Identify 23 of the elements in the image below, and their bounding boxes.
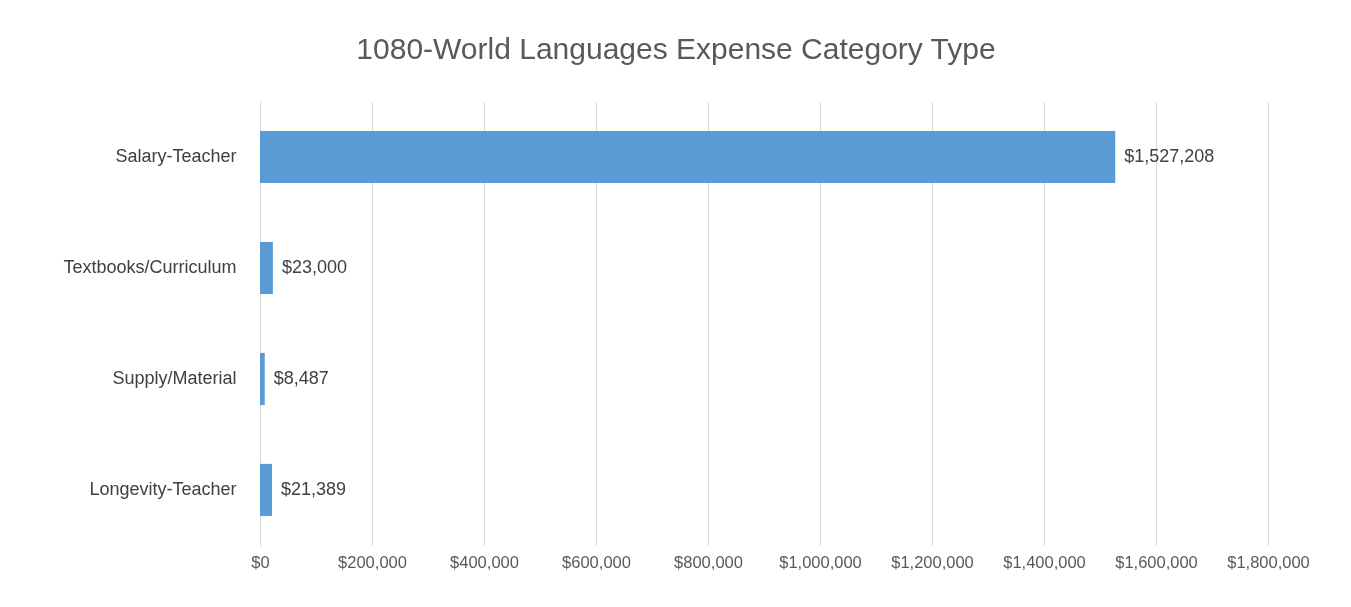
y-tick-label: Textbooks/Curriculum xyxy=(63,257,237,278)
x-tick-label: $400,000 xyxy=(450,552,519,571)
x-tick-label: $200,000 xyxy=(338,552,407,571)
x-tick-label: $600,000 xyxy=(562,552,631,571)
x-tick-label: $1,200,000 xyxy=(891,552,974,571)
x-tick-label: $1,400,000 xyxy=(1003,552,1086,571)
y-tick-label: Salary-Teacher xyxy=(115,146,237,167)
bar xyxy=(260,352,265,406)
x-tick-label: $1,000,000 xyxy=(779,552,862,571)
data-label: $1,527,208 xyxy=(1124,146,1215,167)
bar xyxy=(260,130,1116,184)
y-tick-label: Supply/Material xyxy=(112,367,237,388)
data-label: $8,487 xyxy=(273,367,329,388)
chart-title: 1080-World Languages Expense Category Type xyxy=(356,32,996,65)
y-tick-label: Longevity-Teacher xyxy=(89,478,237,499)
data-label: $23,000 xyxy=(281,257,347,278)
x-tick-label: $1,800,000 xyxy=(1227,552,1310,571)
x-tick-label: $800,000 xyxy=(674,552,743,571)
bar xyxy=(260,241,273,295)
bar xyxy=(260,463,272,517)
x-tick-label: $1,600,000 xyxy=(1115,552,1198,571)
x-tick-label: $0 xyxy=(251,552,270,571)
data-label: $21,389 xyxy=(280,478,347,499)
